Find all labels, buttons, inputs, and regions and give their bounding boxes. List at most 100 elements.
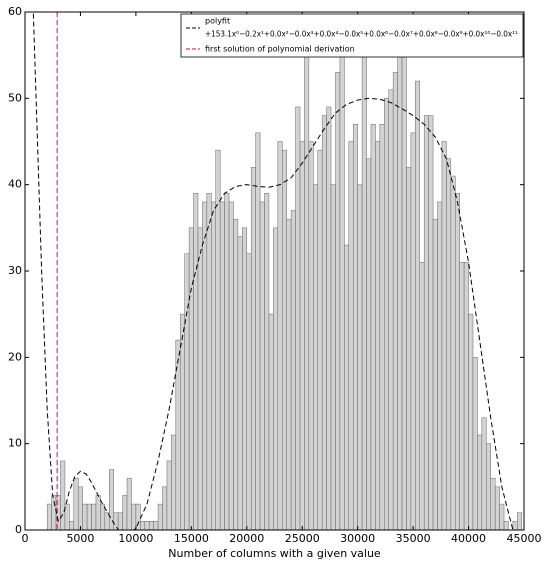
bar: [60, 460, 66, 530]
legend-label: first solution of polynomial derivation: [205, 45, 355, 54]
bar: [153, 521, 159, 530]
bar: [250, 167, 256, 530]
bar: [246, 253, 252, 530]
bar: [100, 503, 106, 530]
bar: [148, 521, 154, 530]
y-tick-label: 50: [8, 91, 22, 104]
bar: [441, 141, 447, 530]
bar: [242, 227, 248, 530]
bar: [82, 503, 88, 530]
bar: [304, 54, 310, 530]
bar: [317, 149, 323, 530]
bar: [330, 184, 336, 530]
bar: [494, 486, 500, 530]
bar: [64, 503, 70, 530]
y-tick-label: 40: [8, 178, 22, 191]
bar: [352, 123, 358, 530]
bar: [428, 115, 434, 530]
bar: [95, 495, 101, 530]
bar: [188, 227, 194, 530]
bar: [503, 521, 509, 530]
bar: [392, 72, 398, 530]
x-tick-label: 15000: [174, 532, 209, 545]
bar: [135, 503, 141, 530]
bar: [228, 201, 234, 530]
bar: [86, 503, 92, 530]
bar: [437, 201, 443, 530]
bar: [273, 227, 279, 530]
x-tick-label: 45000: [507, 532, 542, 545]
bar: [219, 201, 225, 530]
bar: [126, 477, 132, 530]
bar: [379, 123, 385, 530]
bar: [321, 115, 327, 530]
bar: [193, 193, 199, 530]
bar: [131, 503, 137, 530]
bar: [423, 115, 429, 530]
y-tick-label: 60: [8, 5, 22, 18]
bar: [366, 158, 372, 530]
polyfit-line: [32, 12, 514, 530]
bar: [339, 54, 345, 530]
y-tick-label: 30: [8, 264, 22, 277]
bar: [446, 158, 452, 530]
bar: [410, 132, 416, 530]
bar: [157, 503, 163, 530]
bar: [259, 201, 265, 530]
bar: [255, 132, 261, 530]
axes: 0 5000 10000 15000 20000 25000 30000 35000 40000…: [8, 5, 542, 545]
bar: [375, 141, 381, 530]
bar: [463, 262, 469, 530]
bar: [468, 313, 474, 530]
bar: [144, 521, 150, 530]
bar: [401, 54, 407, 530]
bar: [361, 54, 367, 530]
x-tick-label: 30000: [340, 532, 375, 545]
bar: [264, 193, 270, 530]
bar: [69, 521, 75, 530]
bar: [73, 477, 79, 530]
bar: [277, 141, 283, 530]
bar: [472, 357, 478, 530]
bar: [224, 193, 230, 530]
bar: [197, 227, 203, 530]
bar: [490, 477, 496, 530]
bar: [357, 184, 363, 530]
bar: [206, 193, 212, 530]
x-axis-label: Number of columns with a given value: [168, 547, 381, 560]
bar: [454, 193, 460, 530]
bar: [211, 201, 216, 530]
legend-box: [180, 13, 524, 58]
bar: [233, 218, 239, 530]
bar: [51, 495, 57, 530]
bar: [459, 262, 465, 530]
bar: [326, 106, 332, 530]
bar: [91, 503, 97, 530]
bar: [313, 184, 318, 530]
bar: [481, 417, 487, 530]
bar: [419, 262, 425, 530]
bar: [397, 54, 403, 530]
bar: [344, 244, 350, 530]
bar: [109, 469, 114, 530]
bar: [388, 89, 394, 530]
bar: [290, 210, 296, 530]
plot: [32, 12, 523, 530]
bar: [77, 486, 83, 530]
bar: [517, 512, 523, 530]
bar: [117, 512, 123, 530]
bar: [113, 512, 119, 530]
bar: [282, 149, 287, 530]
bar: [477, 434, 483, 530]
bar: [286, 218, 292, 530]
bar: [308, 141, 314, 530]
bar: [215, 149, 221, 530]
x-tick-label: 25000: [285, 532, 320, 545]
bar: [512, 521, 518, 530]
bar: [348, 141, 354, 530]
bar: [237, 236, 243, 530]
plot-frame: [24, 11, 525, 531]
x-tick-label: 0: [22, 532, 29, 545]
bar: [499, 503, 505, 530]
